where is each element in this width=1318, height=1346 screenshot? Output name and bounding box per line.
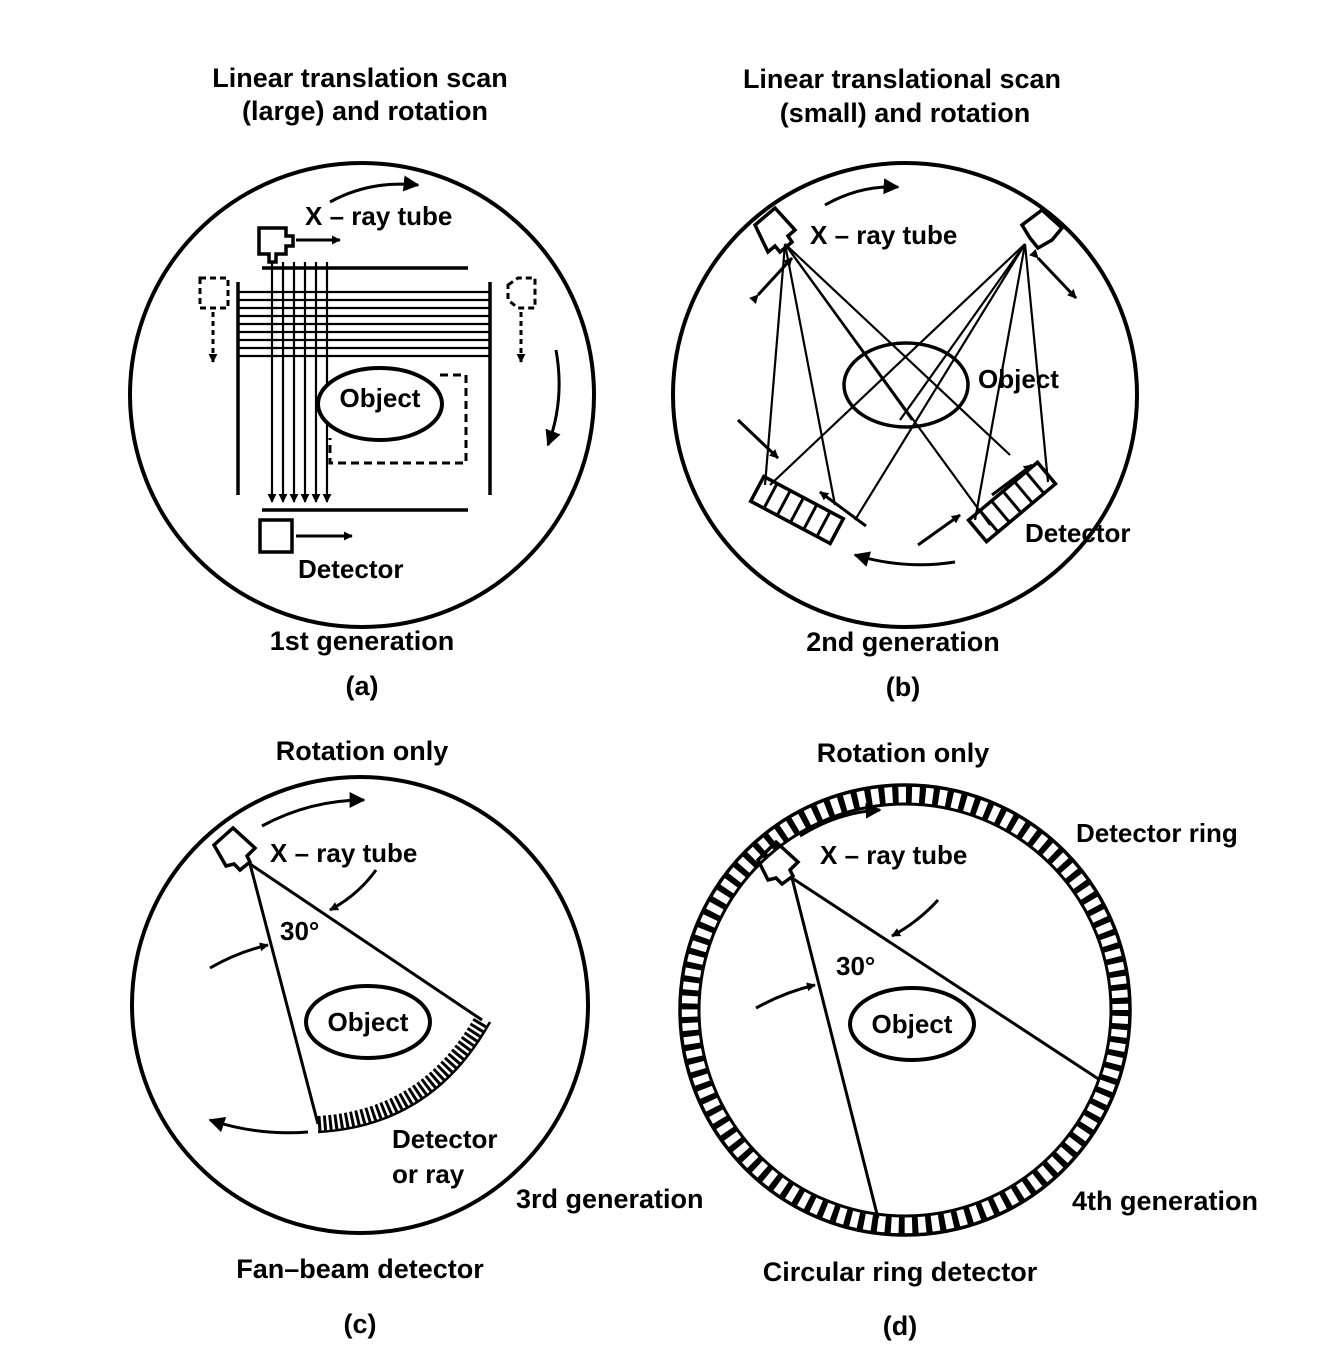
panel-a-letter: (a)	[346, 671, 379, 701]
panel-c-angle-arrow-right	[329, 869, 378, 912]
panel-c-generation: 3rd generation	[516, 1184, 704, 1214]
panel-a-object	[316, 366, 444, 442]
panel-a-detector-label: Detector	[298, 554, 403, 584]
panel-c-title: Rotation only	[276, 736, 448, 766]
panel-a-horizontal-beams	[238, 290, 490, 358]
panel-c-rotation-arrow-bottom	[208, 1116, 309, 1135]
panel-c-fan-edge-left	[248, 863, 320, 1125]
panel-b-xray-tube-right	[1019, 207, 1065, 251]
panel-d-tube-label: X – ray tube	[820, 840, 967, 870]
panel-a-object-label: Object	[340, 383, 421, 413]
panel-b-title-line1: Linear translational scan	[743, 64, 1061, 94]
panel-c: Rotation only X – ray tube 30° Object De…	[130, 736, 704, 1339]
panel-d-rotation-arrow	[799, 802, 882, 838]
panel-c-fan-edge-right	[249, 862, 483, 1022]
panel-d-letter: (d)	[883, 1311, 917, 1341]
panel-b-detector-right-arrow-in	[917, 513, 961, 547]
panel-d: Rotation only Detector ring X – ray tube…	[678, 738, 1258, 1341]
panel-d-detector-ring-cells	[680, 785, 1130, 1235]
panel-b-object-label: Object	[978, 364, 1059, 394]
panel-b-gantry-circle	[671, 161, 1139, 629]
panel-a-xray-tube	[257, 226, 295, 264]
panel-b-tube-right-translate-arrow	[1029, 249, 1078, 300]
panel-b-detector-right-arrow-out	[991, 463, 1033, 497]
panel-c-letter: (c)	[344, 1309, 377, 1339]
panel-d-object-label: Object	[872, 1009, 953, 1039]
panel-b-detector-left-arrow-in	[736, 418, 780, 460]
panel-a-rails	[236, 266, 492, 512]
panel-a-dashed-tube-left	[198, 276, 230, 363]
panel-a-dashed-tube-right	[506, 276, 537, 363]
panel-c-object-label: Object	[328, 1007, 409, 1037]
panel-b-object	[842, 341, 970, 429]
panel-c-angle-arrow-left	[209, 942, 269, 970]
panel-c-gantry-circle	[130, 775, 590, 1235]
panel-d-fan-edge-right	[791, 876, 1101, 1082]
panel-a: Linear translation scan (large) and rota…	[128, 63, 596, 701]
panel-a-rotation-arrow-right	[545, 349, 561, 447]
panel-a-title-line1: Linear translation scan	[212, 63, 508, 93]
panel-c-tube-label: X – ray tube	[270, 838, 417, 868]
panel-b-tube-label: X – ray tube	[810, 220, 957, 250]
panel-a-dashed-frame	[328, 373, 468, 465]
panel-d-angle-label: 30°	[836, 951, 875, 981]
panel-c-angle-label: 30°	[280, 916, 319, 946]
panel-d-detector-type: Circular ring detector	[763, 1257, 1038, 1287]
panel-c-detector-arc	[317, 1016, 489, 1132]
panel-a-title-line2: (large) and rotation	[242, 96, 488, 126]
panel-a-detector	[258, 518, 294, 554]
panel-d-fan-edge-left	[790, 877, 880, 1219]
panel-a-tube-label: X – ray tube	[305, 201, 452, 231]
panel-d-angle-arrow-left	[755, 982, 816, 1010]
panel-b-generation: 2nd generation	[806, 627, 1000, 657]
panel-c-detector-line1: Detector	[392, 1124, 497, 1154]
panel-d-title: Rotation only	[817, 738, 989, 768]
panel-d-detector-ring-inner	[697, 802, 1113, 1218]
panel-d-ring-label: Detector ring	[1076, 818, 1238, 848]
panel-b-detector-left-arrow-out	[819, 490, 867, 528]
panel-a-gantry-circle	[128, 161, 596, 629]
panel-c-detector-type: Fan–beam detector	[236, 1254, 484, 1284]
panel-a-rotation-arrow	[329, 175, 420, 204]
panel-d-angle-arrow-right	[891, 898, 940, 938]
panel-d-generation: 4th generation	[1072, 1186, 1258, 1216]
panel-b-right-fan-beam	[769, 243, 1050, 521]
panel-b-title-line2: (small) and rotation	[780, 98, 1031, 128]
panel-b-detector-right	[966, 459, 1058, 545]
panel-b-letter: (b)	[886, 672, 920, 702]
panel-b-xray-tube-left	[752, 205, 798, 255]
panel-b-rotation-arrow-top	[824, 178, 900, 207]
panel-c-detector-arc-outline	[317, 1021, 492, 1134]
panel-b-tube-left-translate-arrow	[749, 256, 794, 305]
panel-c-detector-line2: or ray	[392, 1159, 465, 1189]
panel-b-rotation-arrow-bottom	[853, 551, 956, 567]
panel-a-vertical-beams	[267, 262, 332, 503]
panel-d-object	[848, 986, 976, 1062]
panel-b-left-fan-beam	[763, 243, 1011, 526]
panel-c-rotation-arrow-top	[261, 792, 366, 828]
panel-c-object	[304, 984, 432, 1060]
panel-c-xray-tube	[211, 825, 258, 873]
panel-b: Linear translational scan (small) and ro…	[671, 64, 1139, 702]
panel-b-detector-label: Detector	[1025, 518, 1130, 548]
panel-b-detector-left	[748, 474, 846, 546]
panel-d-xray-tube	[755, 839, 801, 887]
panel-a-generation: 1st generation	[270, 626, 455, 656]
